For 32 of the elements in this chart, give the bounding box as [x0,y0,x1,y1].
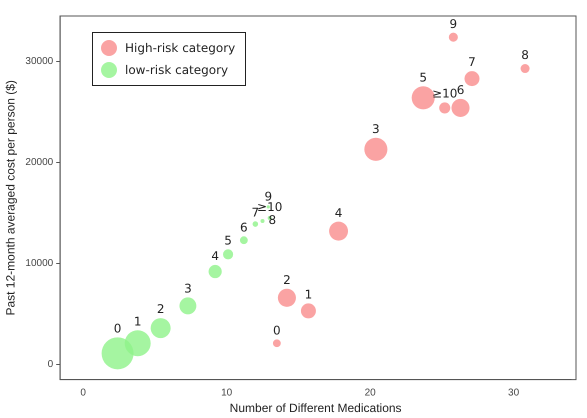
annotation: 8 [521,48,529,62]
annotation: 7 [252,205,260,220]
legend-label: High-risk category [125,41,236,55]
annotation: 1 [134,314,142,328]
x-tick-label: 20 [364,387,376,398]
y-tick-label: 10000 [25,258,54,270]
annotation: 9 [450,16,458,31]
annotation: 3 [372,122,380,136]
annotation: 5 [224,233,232,248]
y-tick-label: 30000 [25,56,54,68]
annotation: 3 [184,282,192,296]
annotation: 6 [456,82,464,97]
y-tick-label: 0 [48,359,54,370]
annotation: 0 [114,321,122,336]
x-tick-label: 30 [508,387,520,398]
annotation: 7 [468,55,476,70]
annotation: 4 [211,249,219,264]
annotation: 1 [304,288,312,302]
legend-label: low-risk category [125,63,228,77]
x-tick-label: 0 [80,387,86,398]
annotation: 2 [283,272,291,287]
x-axis-title: Number of Different Medications [230,401,402,416]
annotation: 8 [268,213,276,228]
y-tick-label: 20000 [25,157,54,168]
annotation: 4 [334,206,342,220]
annotation: 0 [273,323,281,338]
annotation: 6 [240,220,248,234]
x-tick-label: 10 [221,387,233,398]
annotation: 2 [156,302,164,316]
annotation: 5 [419,70,428,84]
y-axis-title: Past 12-month averaged cost per person ($) [4,80,18,316]
annotation: ≥10 [432,86,458,100]
